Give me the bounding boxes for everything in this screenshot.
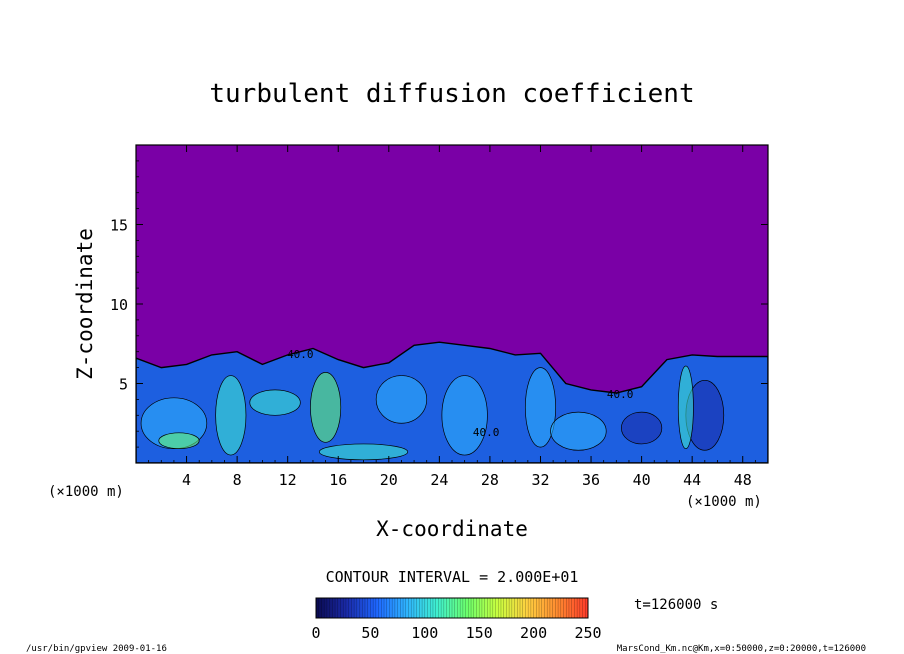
colorbar-tick-label: 150 bbox=[466, 624, 493, 642]
x-tick-label: 44 bbox=[683, 471, 701, 489]
x-tick-label: 8 bbox=[233, 471, 242, 489]
y-axis-label: Z-coordinate bbox=[73, 228, 97, 380]
contour-feature bbox=[524, 367, 556, 448]
contour-label: 40.0 bbox=[607, 388, 634, 401]
contour-labels: 40.0 40.0 40.0 bbox=[287, 348, 633, 439]
contour-feature bbox=[249, 389, 301, 416]
contour-interval: CONTOUR INTERVAL = 2.000E+01 bbox=[326, 568, 579, 586]
contour-feature bbox=[158, 432, 200, 450]
contour-feature bbox=[310, 372, 342, 443]
x-tick-label: 36 bbox=[582, 471, 600, 489]
contour-label: 40.0 bbox=[473, 426, 500, 439]
y-tick-label: 15 bbox=[110, 217, 128, 235]
contour-label: 40.0 bbox=[287, 348, 314, 361]
contour-feature bbox=[621, 411, 663, 445]
x-unit-right: (×1000 m) bbox=[686, 494, 762, 510]
colorbar-tick-label: 250 bbox=[574, 624, 601, 642]
y-tick-label: 5 bbox=[119, 376, 128, 394]
footer-right: MarsCond_Km.nc@Km,x=0:50000,z=0:20000,t=… bbox=[617, 644, 866, 654]
x-tick-label: 32 bbox=[531, 471, 549, 489]
contour-feature bbox=[677, 365, 694, 450]
contour-feature bbox=[318, 443, 409, 461]
time-label: t=126000 s bbox=[634, 597, 718, 613]
x-tick-label: 20 bbox=[380, 471, 398, 489]
turbulent-structures bbox=[140, 365, 725, 461]
colorbar-tick-label: 200 bbox=[520, 624, 547, 642]
x-tick-label: 40 bbox=[633, 471, 651, 489]
x-tick-label: 24 bbox=[430, 471, 448, 489]
chart-title: turbulent diffusion coefficient bbox=[209, 79, 694, 109]
contour-feature bbox=[375, 375, 428, 424]
x-axis: 4 8 12 16 20 24 28 32 36 40 44 48 bbox=[148, 145, 756, 489]
colorbar-tick-label: 0 bbox=[311, 624, 320, 642]
x-tick-label: 28 bbox=[481, 471, 499, 489]
x-tick-label: 16 bbox=[329, 471, 347, 489]
contour-feature bbox=[441, 375, 488, 456]
y-tick-label: 10 bbox=[110, 296, 128, 314]
plot-area: 40.0 40.0 40.0 bbox=[136, 145, 768, 463]
colorbar-tick-label: 50 bbox=[361, 624, 379, 642]
x-unit-left: (×1000 m) bbox=[48, 484, 124, 500]
x-tick-label: 12 bbox=[279, 471, 297, 489]
contour-feature bbox=[550, 411, 607, 451]
contour-feature bbox=[215, 375, 247, 456]
x-tick-label: 4 bbox=[182, 471, 191, 489]
footer-left: /usr/bin/gpview 2009-01-16 bbox=[26, 644, 167, 654]
colorbar-ticks: 0 50 100 150 200 250 bbox=[311, 598, 602, 642]
x-tick-label: 48 bbox=[734, 471, 752, 489]
colorbar-tick-label: 100 bbox=[411, 624, 438, 642]
x-axis-label: X-coordinate bbox=[376, 517, 528, 541]
y-axis: 5 10 15 bbox=[110, 160, 768, 448]
